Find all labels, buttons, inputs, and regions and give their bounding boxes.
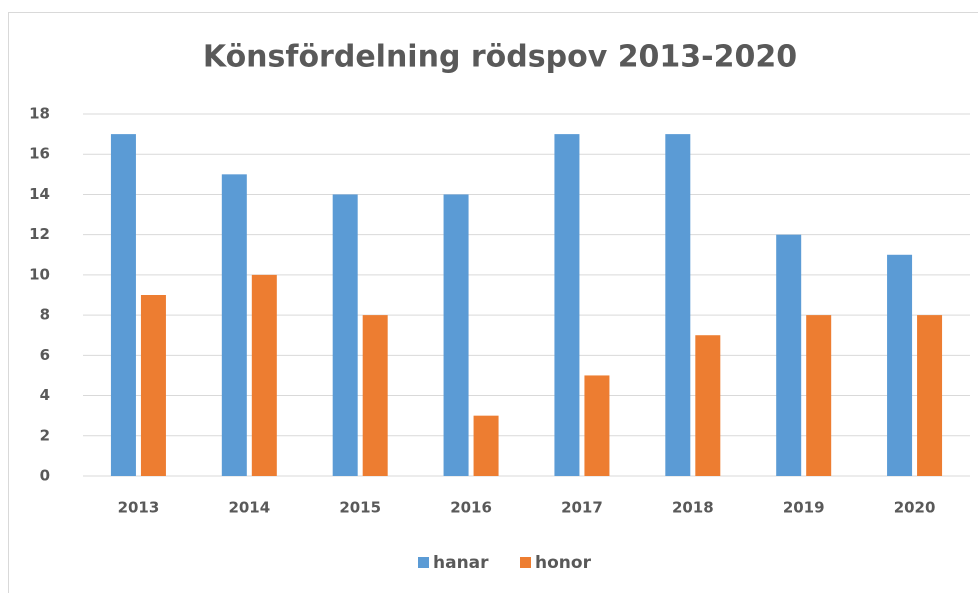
bar: [140, 295, 166, 476]
bar: [332, 194, 358, 476]
legend-label: honor: [535, 553, 592, 573]
bar: [806, 315, 832, 476]
y-tick-label: 0: [40, 467, 50, 485]
bar: [473, 415, 499, 476]
x-tick-label: 2014: [228, 499, 270, 517]
x-tick-label: 2016: [450, 499, 492, 517]
x-tick-label: 2015: [339, 499, 381, 517]
y-tick-label: 6: [40, 346, 50, 364]
legend-swatch: [418, 557, 429, 568]
legend-label: hanar: [433, 553, 489, 573]
chart-border: [8, 12, 978, 593]
bar: [776, 234, 802, 476]
bar: [362, 315, 388, 476]
bar: [443, 194, 469, 476]
bar: [251, 274, 277, 476]
bar: [584, 375, 610, 476]
bar: [917, 315, 943, 476]
legend-swatch: [520, 557, 531, 568]
y-tick-label: 2: [40, 426, 50, 444]
x-tick-label: 2020: [894, 499, 936, 517]
y-tick-label: 14: [29, 185, 50, 203]
bar: [695, 335, 721, 476]
y-tick-label: 18: [29, 105, 50, 123]
x-tick-label: 2018: [672, 499, 714, 517]
bar: [110, 134, 136, 476]
y-tick-label: 12: [29, 225, 50, 243]
x-tick-label: 2019: [783, 499, 825, 517]
y-tick-label: 8: [40, 306, 50, 324]
x-tick-label: 2013: [118, 499, 160, 517]
y-tick-label: 4: [40, 386, 50, 404]
y-tick-label: 10: [29, 265, 50, 283]
bar: [665, 134, 691, 476]
bar: [554, 134, 580, 476]
x-tick-label: 2017: [561, 499, 603, 517]
bar: [887, 254, 913, 476]
bar: [221, 174, 247, 477]
chart-title: Könsfördelning rödspov 2013-2020: [203, 40, 797, 75]
y-tick-label: 16: [29, 145, 50, 163]
